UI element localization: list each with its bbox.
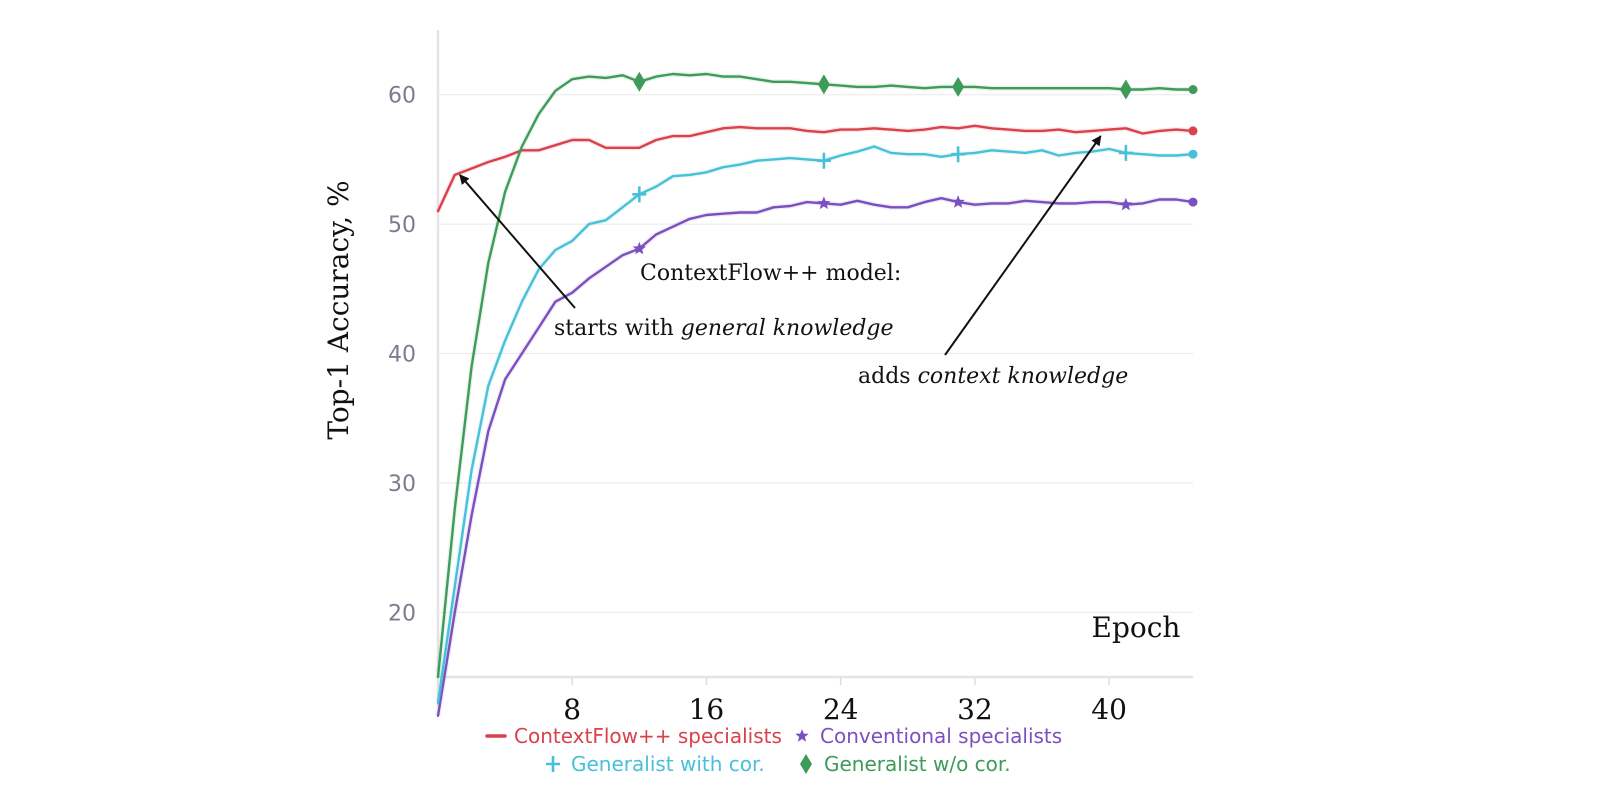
legend-item-0-0[interactable]: ContextFlow++ specialists [485,724,782,748]
legend-label-1-0: Generalist with cor. [571,752,765,776]
annotation-heading: ContextFlow++ model: [640,261,901,286]
series-1-end-dot [1188,197,1198,207]
series-line-2 [436,145,1195,705]
x-tick-label-24: 24 [823,693,859,726]
series-line-shadow-2 [435,144,1194,704]
legend-item-1-0[interactable]: Generalist with cor. [546,752,765,776]
series-1-marker-1 [817,196,831,210]
annotation-left-prefix: starts with [554,316,681,341]
annotation-left: starts with general knowledge [554,316,894,341]
series-2-marker-1 [816,152,831,169]
series-2-end-dot [1188,149,1198,159]
series-3-marker-3 [1119,79,1132,100]
series-3-marker-0 [633,71,646,92]
tick-labels: 20 30 40 50 60 8 16 24 32 40 [388,84,1127,726]
series-layer [435,71,1195,717]
legend: ContextFlow++ specialists Conventional sp… [485,724,1062,776]
legend-item-1-1[interactable]: Generalist w/o cor. [800,752,1011,776]
x-tick-label-16: 16 [689,693,725,726]
x-tick-label-40: 40 [1091,693,1127,726]
legend-marker-1-1 [800,754,812,774]
series-1-marker-2 [951,195,965,208]
series-1-marker-3 [1119,197,1133,211]
y-tick-label-40: 40 [388,343,416,368]
series-line-shadow-0 [435,123,1194,213]
series-2-marker-0 [632,186,647,203]
y-tick-label-30: 30 [388,472,416,497]
y-tick-label-20: 20 [388,601,416,626]
annotations: ContextFlow++ model: starts with general… [459,135,1128,389]
series-3-marker-2 [952,76,965,97]
marker-layer [632,71,1198,255]
series-1-marker-0 [632,241,646,255]
annotation-arrow-right [944,135,1102,356]
axes [436,30,1193,707]
series-2-marker-3 [1118,144,1133,161]
y-tick-label-60: 60 [388,84,416,109]
legend-label-0-0: ContextFlow++ specialists [514,724,782,748]
series-0-end-dot [1188,126,1198,136]
annotation-left-emphasis: general knowledge [681,316,894,341]
annotation-arrow-left [459,174,576,309]
legend-marker-1-0 [546,756,560,772]
annotation-right: adds context knowledge [858,364,1128,389]
legend-label-1-1: Generalist w/o cor. [824,752,1011,776]
y-axis-title: Top-1 Accuracy, % [322,180,355,439]
series-2-marker-2 [951,146,966,163]
annotation-right-prefix: adds [858,364,918,389]
legend-label-0-1: Conventional specialists [820,724,1062,748]
grid [438,94,1193,613]
annotation-right-emphasis: context knowledge [918,364,1129,389]
legend-marker-0-1 [795,729,809,742]
x-tick-label-32: 32 [957,693,993,726]
x-tick-label-8: 8 [563,693,581,726]
series-line-0 [436,124,1195,213]
series-3-marker-1 [817,74,830,95]
series-line-3 [436,72,1195,679]
y-tick-label-50: 50 [388,213,416,238]
series-line-1 [436,197,1195,717]
legend-item-0-1[interactable]: Conventional specialists [795,724,1062,748]
series-3-end-dot [1188,85,1198,95]
x-axis-title: Epoch [1092,611,1181,644]
